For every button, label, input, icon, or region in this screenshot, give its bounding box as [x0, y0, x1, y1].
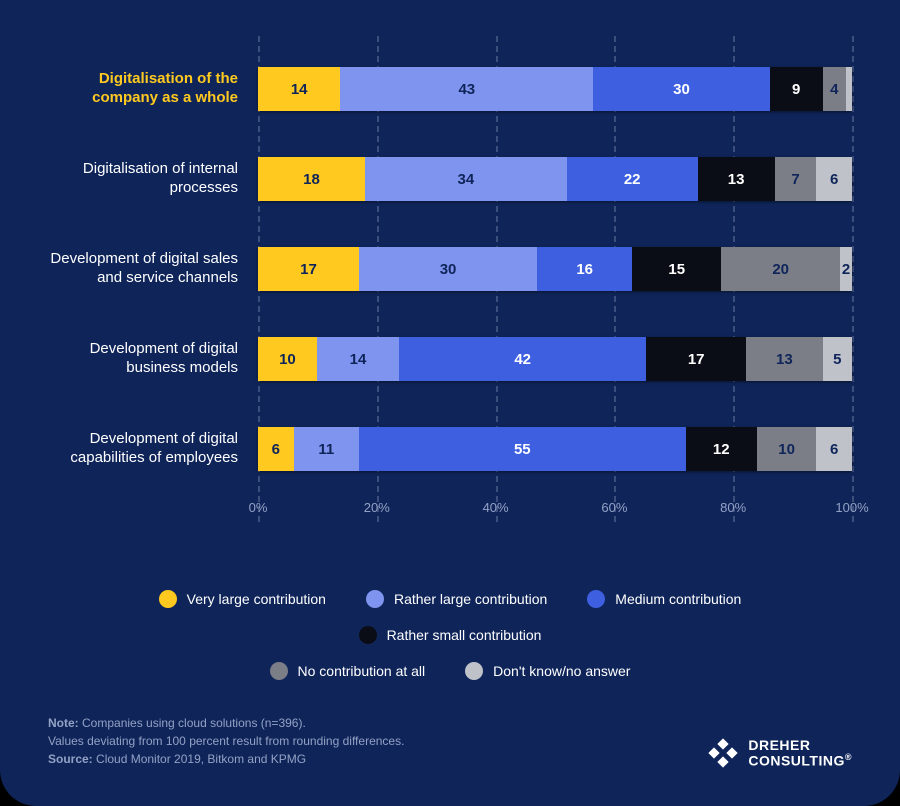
- bar-segment: 14: [317, 337, 399, 381]
- bar-segment: 30: [359, 247, 537, 291]
- bar-segment: 15: [632, 247, 721, 291]
- row-label: Development of digital capabilities of e…: [48, 430, 258, 468]
- bar-segment: 34: [365, 157, 567, 201]
- axis-tick: 60%: [601, 500, 627, 515]
- label-row: Development of digital sales and service…: [48, 224, 258, 314]
- bars-container: 1443309418342213761730161520210144217135…: [258, 44, 852, 494]
- legend-item: Rather small contribution: [359, 626, 542, 644]
- bar-segment: 5: [823, 337, 852, 381]
- label-row: Development of digital capabilities of e…: [48, 404, 258, 494]
- legend-swatch: [359, 626, 377, 644]
- note-line-1: Note: Companies using cloud solutions (n…: [48, 714, 404, 732]
- note-label: Note:: [48, 716, 79, 730]
- legend-label: Rather large contribution: [394, 591, 547, 607]
- axis-tick: 40%: [483, 500, 509, 515]
- bar-segment: 17: [258, 247, 359, 291]
- note-line-2: Values deviating from 100 percent result…: [48, 732, 404, 750]
- bar-segment: [846, 67, 852, 111]
- legend-item: Medium contribution: [587, 590, 741, 608]
- legend-label: Medium contribution: [615, 591, 741, 607]
- legend-item: Rather large contribution: [366, 590, 547, 608]
- bar-segment: 18: [258, 157, 365, 201]
- stacked-bar: 6115512106: [258, 427, 852, 471]
- bar-segment: 42: [399, 337, 646, 381]
- row-label: Digitalisation of internal processes: [48, 160, 258, 198]
- bar-segment: 7: [775, 157, 817, 201]
- stacked-bar: 14433094: [258, 67, 852, 111]
- bar-segment: 4: [823, 67, 847, 111]
- axis-tick: 0%: [249, 500, 268, 515]
- bar-row: 6115512106: [258, 404, 852, 494]
- stacked-bar: 1834221376: [258, 157, 852, 201]
- legend-row-2: No contribution at all Don't know/no answ…: [48, 662, 852, 680]
- bar-segment: 43: [340, 67, 593, 111]
- legend-swatch: [465, 662, 483, 680]
- stacked-bar: 10144217135: [258, 337, 852, 381]
- bar-segment: 6: [816, 157, 852, 201]
- row-label: Development of digital sales and service…: [48, 250, 258, 288]
- bar-segment: 12: [686, 427, 757, 471]
- footer: Note: Companies using cloud solutions (n…: [48, 714, 852, 768]
- source-label: Source:: [48, 752, 93, 766]
- label-row: Development of digital business models: [48, 314, 258, 404]
- bar-segment: 14: [258, 67, 340, 111]
- bar-row: 14433094: [258, 44, 852, 134]
- bar-segment: 6: [816, 427, 852, 471]
- bar-segment: 6: [258, 427, 294, 471]
- chart-card: Digitalisation of the company as a whole…: [0, 0, 900, 806]
- legend-label: Don't know/no answer: [493, 663, 630, 679]
- bar-row: 17301615202: [258, 224, 852, 314]
- row-labels-column: Digitalisation of the company as a whole…: [48, 44, 258, 494]
- bar-segment: 2: [840, 247, 852, 291]
- bar-row: 10144217135: [258, 314, 852, 404]
- brand-icon: [708, 738, 738, 768]
- x-axis: 0%20%40%60%80%100%: [258, 500, 852, 520]
- bar-segment: 13: [746, 337, 822, 381]
- bar-segment: 10: [757, 427, 816, 471]
- legend-swatch: [159, 590, 177, 608]
- row-label: Digitalisation of the company as a whole: [48, 70, 258, 108]
- footnotes: Note: Companies using cloud solutions (n…: [48, 714, 404, 768]
- brand-line-2: CONSULTING®: [748, 753, 852, 768]
- stacked-bar: 17301615202: [258, 247, 852, 291]
- legend-swatch: [587, 590, 605, 608]
- bar-segment: 20: [721, 247, 840, 291]
- bar-row: 1834221376: [258, 134, 852, 224]
- legend-label: Very large contribution: [187, 591, 326, 607]
- bar-segment: 13: [698, 157, 775, 201]
- plot-column: 1443309418342213761730161520210144217135…: [258, 44, 852, 494]
- label-row: Digitalisation of internal processes: [48, 134, 258, 224]
- gridline: [852, 36, 854, 522]
- bar-segment: 17: [646, 337, 746, 381]
- brand-logo: DREHER CONSULTING®: [708, 738, 852, 768]
- label-row: Digitalisation of the company as a whole: [48, 44, 258, 134]
- row-label: Development of digital business models: [48, 340, 258, 378]
- bar-segment: 9: [770, 67, 823, 111]
- legend-label: No contribution at all: [298, 663, 426, 679]
- axis-tick: 100%: [835, 500, 868, 515]
- legend: Very large contribution Rather large cont…: [48, 590, 852, 680]
- source-text: Cloud Monitor 2019, Bitkom and KPMG: [93, 752, 306, 766]
- bar-segment: 16: [537, 247, 632, 291]
- legend-swatch: [270, 662, 288, 680]
- bar-segment: 22: [567, 157, 698, 201]
- brand-line-1: DREHER: [748, 738, 852, 753]
- source-line: Source: Cloud Monitor 2019, Bitkom and K…: [48, 750, 404, 768]
- bar-segment: 10: [258, 337, 317, 381]
- note-text: Companies using cloud solutions (n=396).: [79, 716, 306, 730]
- legend-swatch: [366, 590, 384, 608]
- legend-item: No contribution at all: [270, 662, 426, 680]
- legend-item: Very large contribution: [159, 590, 326, 608]
- legend-item: Don't know/no answer: [465, 662, 630, 680]
- bar-segment: 55: [359, 427, 686, 471]
- brand-text: DREHER CONSULTING®: [748, 738, 852, 768]
- legend-label: Rather small contribution: [387, 627, 542, 643]
- chart-area: Digitalisation of the company as a whole…: [48, 44, 852, 494]
- bar-segment: 30: [593, 67, 769, 111]
- bar-segment: 11: [294, 427, 359, 471]
- axis-tick: 80%: [720, 500, 746, 515]
- axis-tick: 20%: [364, 500, 390, 515]
